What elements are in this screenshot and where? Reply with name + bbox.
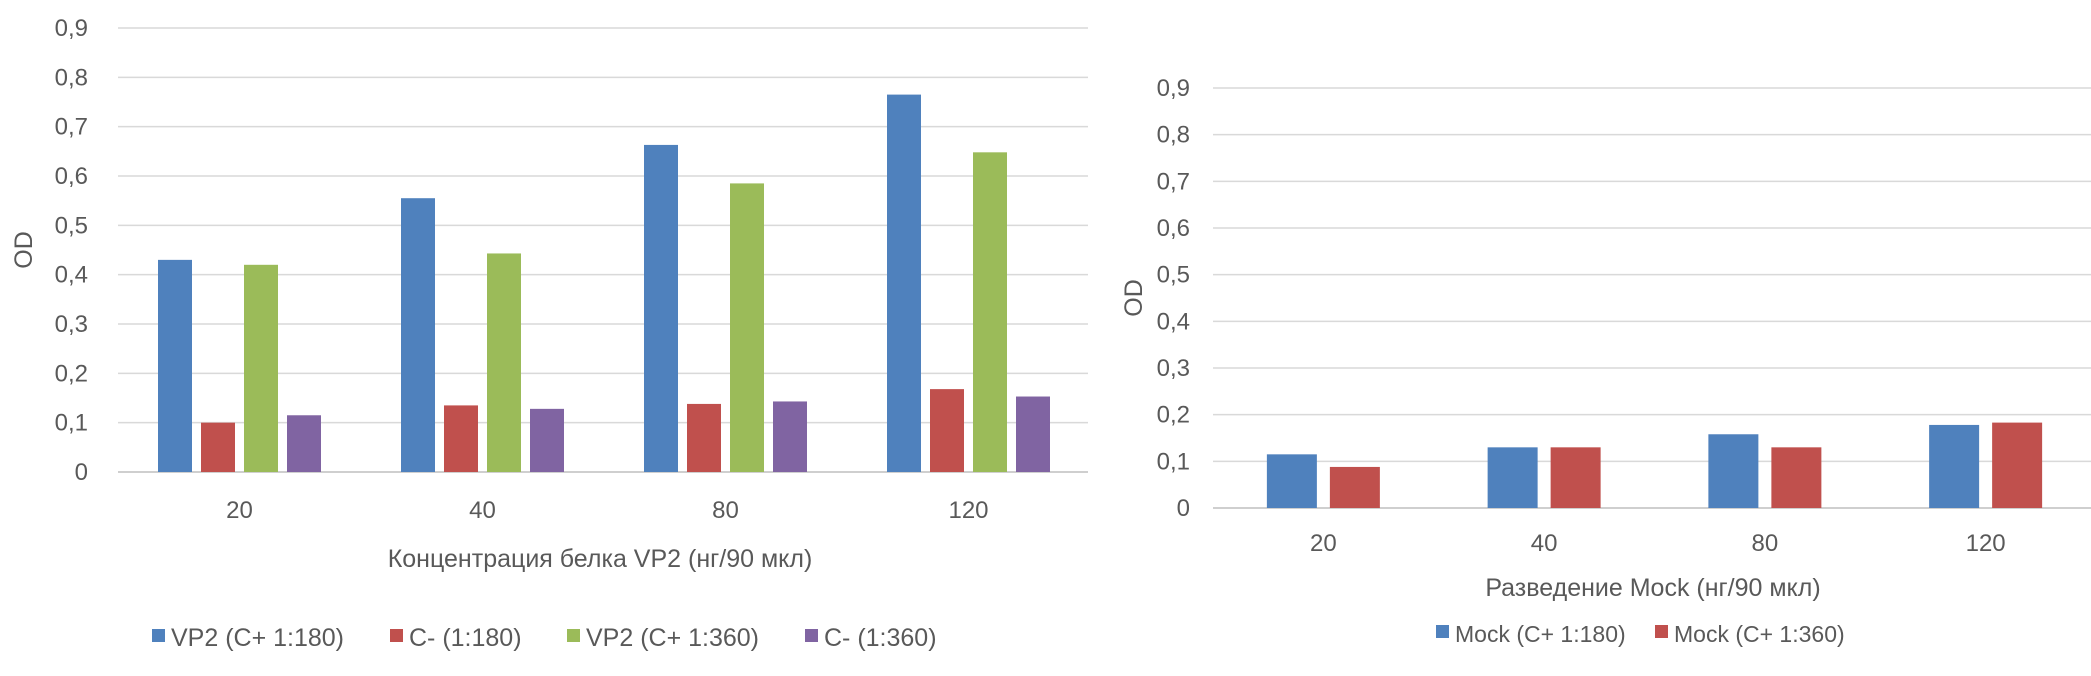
y-tick-label: 0,5 — [55, 212, 88, 239]
bar — [158, 259, 192, 472]
bar — [1329, 466, 1380, 508]
y-tick-label: 0,6 — [1157, 215, 1190, 242]
legend-swatch — [152, 629, 165, 642]
y-tick-label: 0,7 — [1157, 168, 1190, 195]
y-tick-label: 0,3 — [1157, 355, 1190, 382]
bar — [244, 264, 278, 472]
y-tick-label: 0,9 — [55, 15, 88, 42]
y-tick-label: 0,7 — [55, 114, 88, 141]
x-tick-label: 120 — [1966, 530, 2006, 557]
y-tick-label: 0,2 — [55, 360, 88, 387]
x-axis-title: Концентрация белка VP2 (нг/90 мкл) — [388, 545, 813, 573]
bar — [1550, 447, 1601, 508]
legend-label: VP2 (C+ 1:360) — [586, 624, 759, 652]
bar — [201, 422, 235, 472]
bar — [887, 94, 921, 472]
legend-swatch — [1436, 625, 1449, 638]
x-tick-label: 80 — [1752, 530, 1779, 557]
bar — [401, 198, 435, 472]
bar — [1771, 447, 1822, 508]
x-tick-label: 120 — [948, 497, 988, 524]
x-tick-label: 20 — [1310, 530, 1337, 557]
bar — [1016, 396, 1050, 472]
bar — [444, 405, 478, 472]
y-tick-label: 0,6 — [55, 163, 88, 190]
legend-label: C- (1:360) — [824, 624, 937, 652]
y-tick-label: 0,5 — [1157, 262, 1190, 289]
y-axis-title: OD — [10, 231, 38, 269]
legend-swatch — [567, 629, 580, 642]
y-tick-label: 0,8 — [55, 64, 88, 91]
chart-left: 0 0,1 0,2 0,3 0,4 0,5 0,6 0,7 0,8 0,9 20 40 80 120 Кон… — [10, 15, 1088, 652]
y-tick-label: 0,4 — [1157, 308, 1190, 335]
bar — [687, 403, 721, 472]
y-tick-label: 0,9 — [1157, 75, 1190, 102]
bar — [973, 152, 1007, 472]
x-tick-label: 20 — [226, 497, 253, 524]
bar — [1487, 447, 1538, 508]
legend-swatch — [390, 629, 403, 642]
legend-label: C- (1:180) — [409, 624, 522, 652]
bar — [487, 253, 521, 472]
legend-swatch — [805, 629, 818, 642]
chart-right: 0 0,1 0,2 0,3 0,4 0,5 0,6 0,7 0,8 0,9 20 40 80 120 Раз… — [1120, 75, 2091, 647]
legend-swatch — [1655, 625, 1668, 638]
legend-label: Mock (C+ 1:360) — [1674, 621, 1845, 647]
bar — [930, 389, 964, 472]
y-tick-label: 0,2 — [1157, 402, 1190, 429]
legend-label: VP2 (C+ 1:180) — [171, 624, 344, 652]
bar — [530, 408, 564, 472]
bar — [1266, 454, 1317, 508]
y-tick-label: 0,1 — [55, 410, 88, 437]
bar — [773, 401, 807, 472]
x-axis-title: Разведение Mock (нг/90 мкл) — [1485, 574, 1820, 602]
legend-label: Mock (C+ 1:180) — [1455, 621, 1626, 647]
bar — [1992, 422, 2043, 508]
x-tick-label: 80 — [712, 497, 739, 524]
bar — [287, 415, 321, 472]
y-tick-label: 0 — [1177, 495, 1190, 522]
y-tick-label: 0 — [75, 459, 88, 486]
bar — [644, 144, 678, 473]
y-tick-label: 0,1 — [1157, 448, 1190, 475]
bar — [1929, 424, 1980, 508]
x-tick-label: 40 — [1531, 530, 1558, 557]
y-tick-label: 0,4 — [55, 262, 88, 289]
y-axis-title: OD — [1120, 279, 1148, 317]
x-tick-label: 40 — [469, 497, 496, 524]
y-tick-label: 0,8 — [1157, 122, 1190, 149]
y-tick-label: 0,3 — [55, 311, 88, 338]
bar — [730, 183, 764, 472]
bar — [1708, 434, 1759, 508]
